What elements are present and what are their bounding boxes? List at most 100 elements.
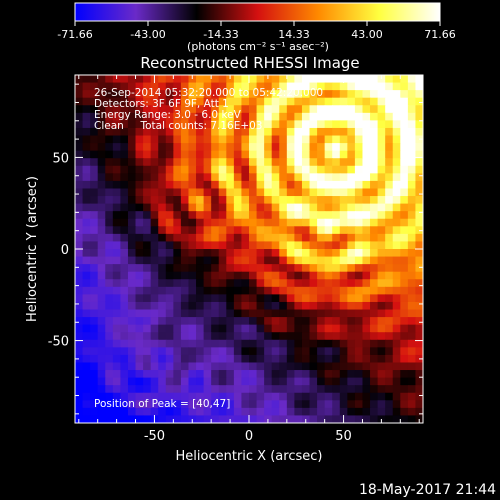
heatmap-cell <box>90 241 99 250</box>
heatmap-cell <box>226 211 235 220</box>
heatmap-cell <box>218 400 227 409</box>
heatmap-cell <box>339 279 348 288</box>
heatmap-cell <box>143 271 152 280</box>
heatmap-cell <box>112 97 121 106</box>
heatmap-cell <box>377 211 386 220</box>
heatmap-cell <box>271 82 280 91</box>
heatmap-cell <box>135 233 144 243</box>
heatmap-cell <box>105 143 114 152</box>
heatmap-cell <box>226 150 235 159</box>
heatmap-cell <box>347 112 356 121</box>
heatmap-cell <box>400 392 409 401</box>
heatmap-cell <box>317 97 326 106</box>
heatmap-cell <box>249 407 258 417</box>
annotation-energy-range: Energy Range: 3.0 - 6.0 keV <box>94 109 242 121</box>
heatmap-cell <box>196 339 205 348</box>
heatmap-cell <box>180 256 190 265</box>
heatmap-cell <box>241 286 250 295</box>
heatmap-cell <box>143 279 152 288</box>
heatmap-cell <box>377 150 386 159</box>
heatmap-cell <box>385 279 394 288</box>
heatmap-cell <box>317 135 326 144</box>
heatmap-cell <box>135 264 144 273</box>
heatmap-cell <box>173 165 182 174</box>
heatmap-cell <box>127 279 137 288</box>
heatmap-cell <box>400 286 409 295</box>
heatmap-cell <box>90 286 99 295</box>
heatmap-cell <box>354 180 364 190</box>
heatmap-cell <box>279 226 288 235</box>
heatmap-cell <box>370 143 379 152</box>
heatmap-cell <box>112 264 121 273</box>
heatmap-cell <box>339 256 348 265</box>
heatmap-cell <box>127 127 137 137</box>
heatmap-cell <box>271 150 280 159</box>
heatmap-cell <box>135 249 144 258</box>
colorbar-tick-label: -14.33 <box>203 28 238 41</box>
heatmap-cell <box>347 279 356 288</box>
heatmap-cell <box>256 211 265 220</box>
heatmap-cell <box>256 324 265 333</box>
heatmap-cell <box>256 286 265 295</box>
heatmap-cell <box>112 105 121 114</box>
heatmap-cell <box>264 249 273 258</box>
heatmap-cell <box>407 135 417 144</box>
heatmap-cell <box>370 127 379 137</box>
heatmap-cell <box>241 135 250 144</box>
heatmap-cell <box>158 97 167 106</box>
heatmap-cell <box>400 400 409 409</box>
heatmap-cell <box>211 249 220 258</box>
heatmap-cell <box>158 294 167 303</box>
heatmap-cell <box>211 112 220 121</box>
heatmap-cell <box>90 82 99 91</box>
heatmap-cell <box>301 339 311 348</box>
heatmap-cell <box>415 256 423 265</box>
heatmap-cell <box>97 271 106 280</box>
heatmap-cell <box>90 415 99 423</box>
heatmap-cell <box>82 294 91 303</box>
heatmap-cell <box>324 173 333 182</box>
heatmap-cell <box>241 112 250 121</box>
heatmap-cell <box>112 377 121 386</box>
heatmap-cell <box>127 188 137 197</box>
heatmap-cell <box>218 317 227 326</box>
heatmap-cell <box>256 97 265 106</box>
heatmap-cell <box>120 271 129 280</box>
heatmap-cell <box>143 286 152 295</box>
heatmap-cell <box>286 112 295 121</box>
heatmap-cell <box>90 264 99 273</box>
heatmap-cell <box>135 271 144 280</box>
heatmap-cell <box>211 135 220 144</box>
heatmap-cell <box>211 347 220 356</box>
heatmap-cell <box>339 249 348 258</box>
heatmap-cell <box>82 226 91 235</box>
heatmap-cell <box>150 271 159 280</box>
heatmap-cell <box>165 256 174 265</box>
heatmap-cell <box>324 400 333 409</box>
heatmap-cell <box>347 211 356 220</box>
heatmap-cell <box>347 218 356 227</box>
heatmap-cell <box>97 339 106 348</box>
heatmap-cell <box>347 173 356 182</box>
heatmap-cell <box>324 90 333 99</box>
heatmap-cell <box>309 294 318 303</box>
heatmap-cell <box>112 385 121 394</box>
heatmap-cell <box>415 324 423 333</box>
heatmap-cell <box>150 97 159 106</box>
heatmap-cell <box>135 82 144 91</box>
heatmap-cell <box>264 362 273 371</box>
heatmap-cell <box>226 309 235 318</box>
heatmap-cell <box>385 127 394 137</box>
heatmap-cell <box>120 415 129 423</box>
heatmap-cell <box>173 354 182 364</box>
heatmap-cell <box>377 294 386 303</box>
heatmap-cell <box>249 317 258 326</box>
heatmap-cell <box>112 127 121 137</box>
heatmap-cell <box>370 211 379 220</box>
heatmap-cell <box>233 97 243 106</box>
heatmap-cell <box>203 256 212 265</box>
heatmap-cell <box>370 120 379 129</box>
heatmap-cell <box>233 370 243 379</box>
heatmap-cell <box>362 135 371 144</box>
heatmap-cell <box>264 309 273 318</box>
